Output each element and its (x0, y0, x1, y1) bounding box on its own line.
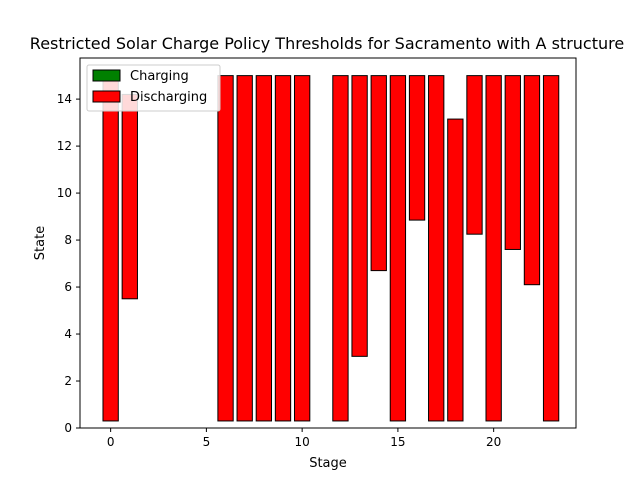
bar-stage-20 (485, 75, 502, 422)
bar-stage-6 (217, 75, 234, 422)
bar-stage-15 (389, 75, 407, 422)
x-tick-label: 5 (203, 435, 211, 449)
y-tick-label: 14 (57, 92, 72, 106)
bar-stage-18 (447, 118, 464, 422)
y-tick-label: 2 (64, 374, 72, 388)
bar-stage-23 (542, 75, 560, 422)
bar-stage-19 (466, 75, 483, 235)
bar-stage-13 (351, 75, 368, 357)
y-tick-label: 6 (64, 280, 72, 294)
bar-stage-21 (504, 75, 521, 250)
x-tick-label: 0 (107, 435, 115, 449)
bar-stage-17 (428, 75, 445, 422)
y-tick-label: 12 (57, 139, 72, 153)
y-tick-label: 4 (64, 327, 72, 341)
x-axis-ticks: 0 5 10 15 20 (107, 428, 501, 449)
x-tick-label: 15 (390, 435, 405, 449)
y-tick-label: 10 (57, 186, 72, 200)
bar-stage-22 (523, 75, 541, 286)
x-axis-label: Stage (309, 456, 347, 471)
bar-stage-16 (408, 75, 426, 221)
bar-stage-7 (236, 75, 253, 422)
y-tick-label: 0 (64, 421, 72, 435)
bars-layer (102, 75, 560, 422)
legend-swatch-charging (92, 69, 121, 82)
y-axis-label: State (33, 226, 48, 260)
bar-stage-8 (255, 75, 273, 422)
bar-stage-14 (370, 75, 387, 272)
chart-title: Restricted Solar Charge Policy Threshold… (30, 34, 624, 53)
y-tick-label: 8 (64, 233, 72, 247)
y-axis-ticks: 0 2 4 6 8 10 12 14 (57, 92, 80, 435)
bar-stage-10 (293, 75, 311, 422)
legend: Charging Discharging (86, 64, 221, 112)
bar-stage-12 (332, 75, 349, 422)
plot-frame (79, 57, 577, 429)
legend-label-charging: Charging (130, 69, 189, 84)
x-tick-label: 20 (486, 435, 501, 449)
x-tick-label: 10 (295, 435, 310, 449)
bar-stage-0 (102, 75, 119, 422)
legend-swatch-discharging (92, 90, 121, 103)
bar-stage-9 (274, 75, 292, 422)
legend-label-discharging: Discharging (130, 90, 207, 105)
bar-stage-1 (121, 93, 138, 300)
